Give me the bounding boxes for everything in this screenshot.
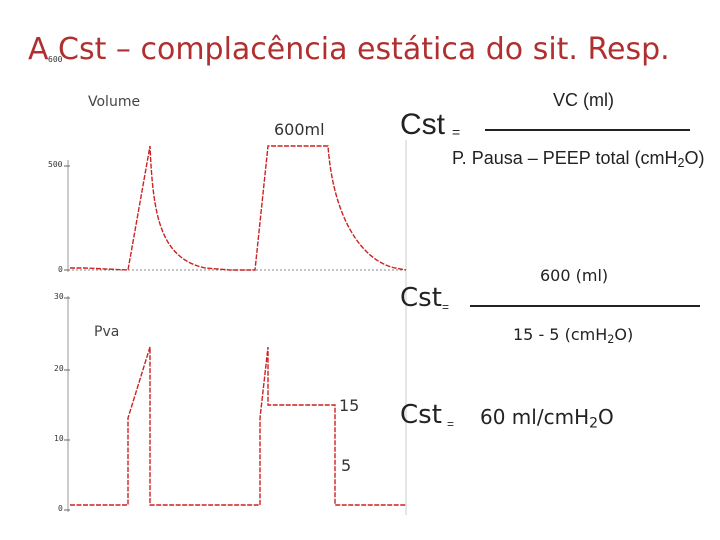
pressure-tick-10: 10 [54, 434, 64, 443]
formula3-lhs: Cst [400, 400, 442, 430]
formula3-result-suffix: O [598, 405, 614, 429]
formula3-result-prefix: 60 ml/cm [480, 405, 575, 429]
formula2-denominator-prefix: 15 - 5 (cm [513, 325, 596, 344]
formula1-numerator: VC (ml) [553, 90, 614, 110]
formula2-denominator: 15 - 5 (cmH2O) [513, 325, 633, 346]
formula3-result-sub: 2 [589, 415, 599, 432]
formula2-fraction-bar [470, 305, 700, 307]
pressure-waveform [70, 346, 406, 506]
formula1-denominator-sub: 2 [677, 156, 685, 171]
pressure-tick-0: 0 [58, 504, 63, 513]
formula3-equals: = [447, 417, 455, 431]
formula1-lhs: Cst [400, 108, 445, 141]
volume-tick-0: 0 [58, 265, 63, 274]
formula2-numerator: 600 (ml) [540, 266, 609, 285]
formula1-denominator-prefix: P. Pausa – PEEP total (cm [452, 148, 665, 168]
formula3-result: 60 ml/cmH2O [480, 405, 614, 432]
formula1-denominator-h: H [664, 148, 678, 168]
title-overlap-tick: 600 [48, 55, 63, 64]
plateau-pressure-label: 15 [339, 396, 360, 415]
formula1-denominator: P. Pausa – PEEP total (cmH2O) [452, 148, 704, 170]
volume-waveform [70, 145, 407, 271]
formula2-denominator-suffix: O) [614, 325, 634, 344]
pressure-tick-30: 30 [54, 292, 64, 301]
formula1-denominator-suffix: O) [684, 148, 705, 168]
formula2-equals: = [442, 300, 450, 314]
formula1-equals: = [452, 124, 461, 140]
pressure-tick-20: 20 [54, 364, 64, 373]
formula2-lhs: Cst [400, 283, 442, 313]
pressure-label: Pva [94, 324, 120, 340]
volume-tick-500: 500 [48, 160, 63, 169]
peep-label: 5 [341, 456, 352, 475]
formula1-fraction-bar [485, 129, 690, 131]
formula2-denominator-h: H [595, 325, 608, 344]
slide-title: A Cst – complacência estática do sit. Re… [28, 32, 670, 67]
volume-annotation-600ml: 600ml [274, 120, 325, 139]
volume-label: Volume [88, 94, 141, 110]
formula3-result-h: H [574, 405, 590, 429]
formula2-denominator-sub: 2 [607, 332, 615, 346]
